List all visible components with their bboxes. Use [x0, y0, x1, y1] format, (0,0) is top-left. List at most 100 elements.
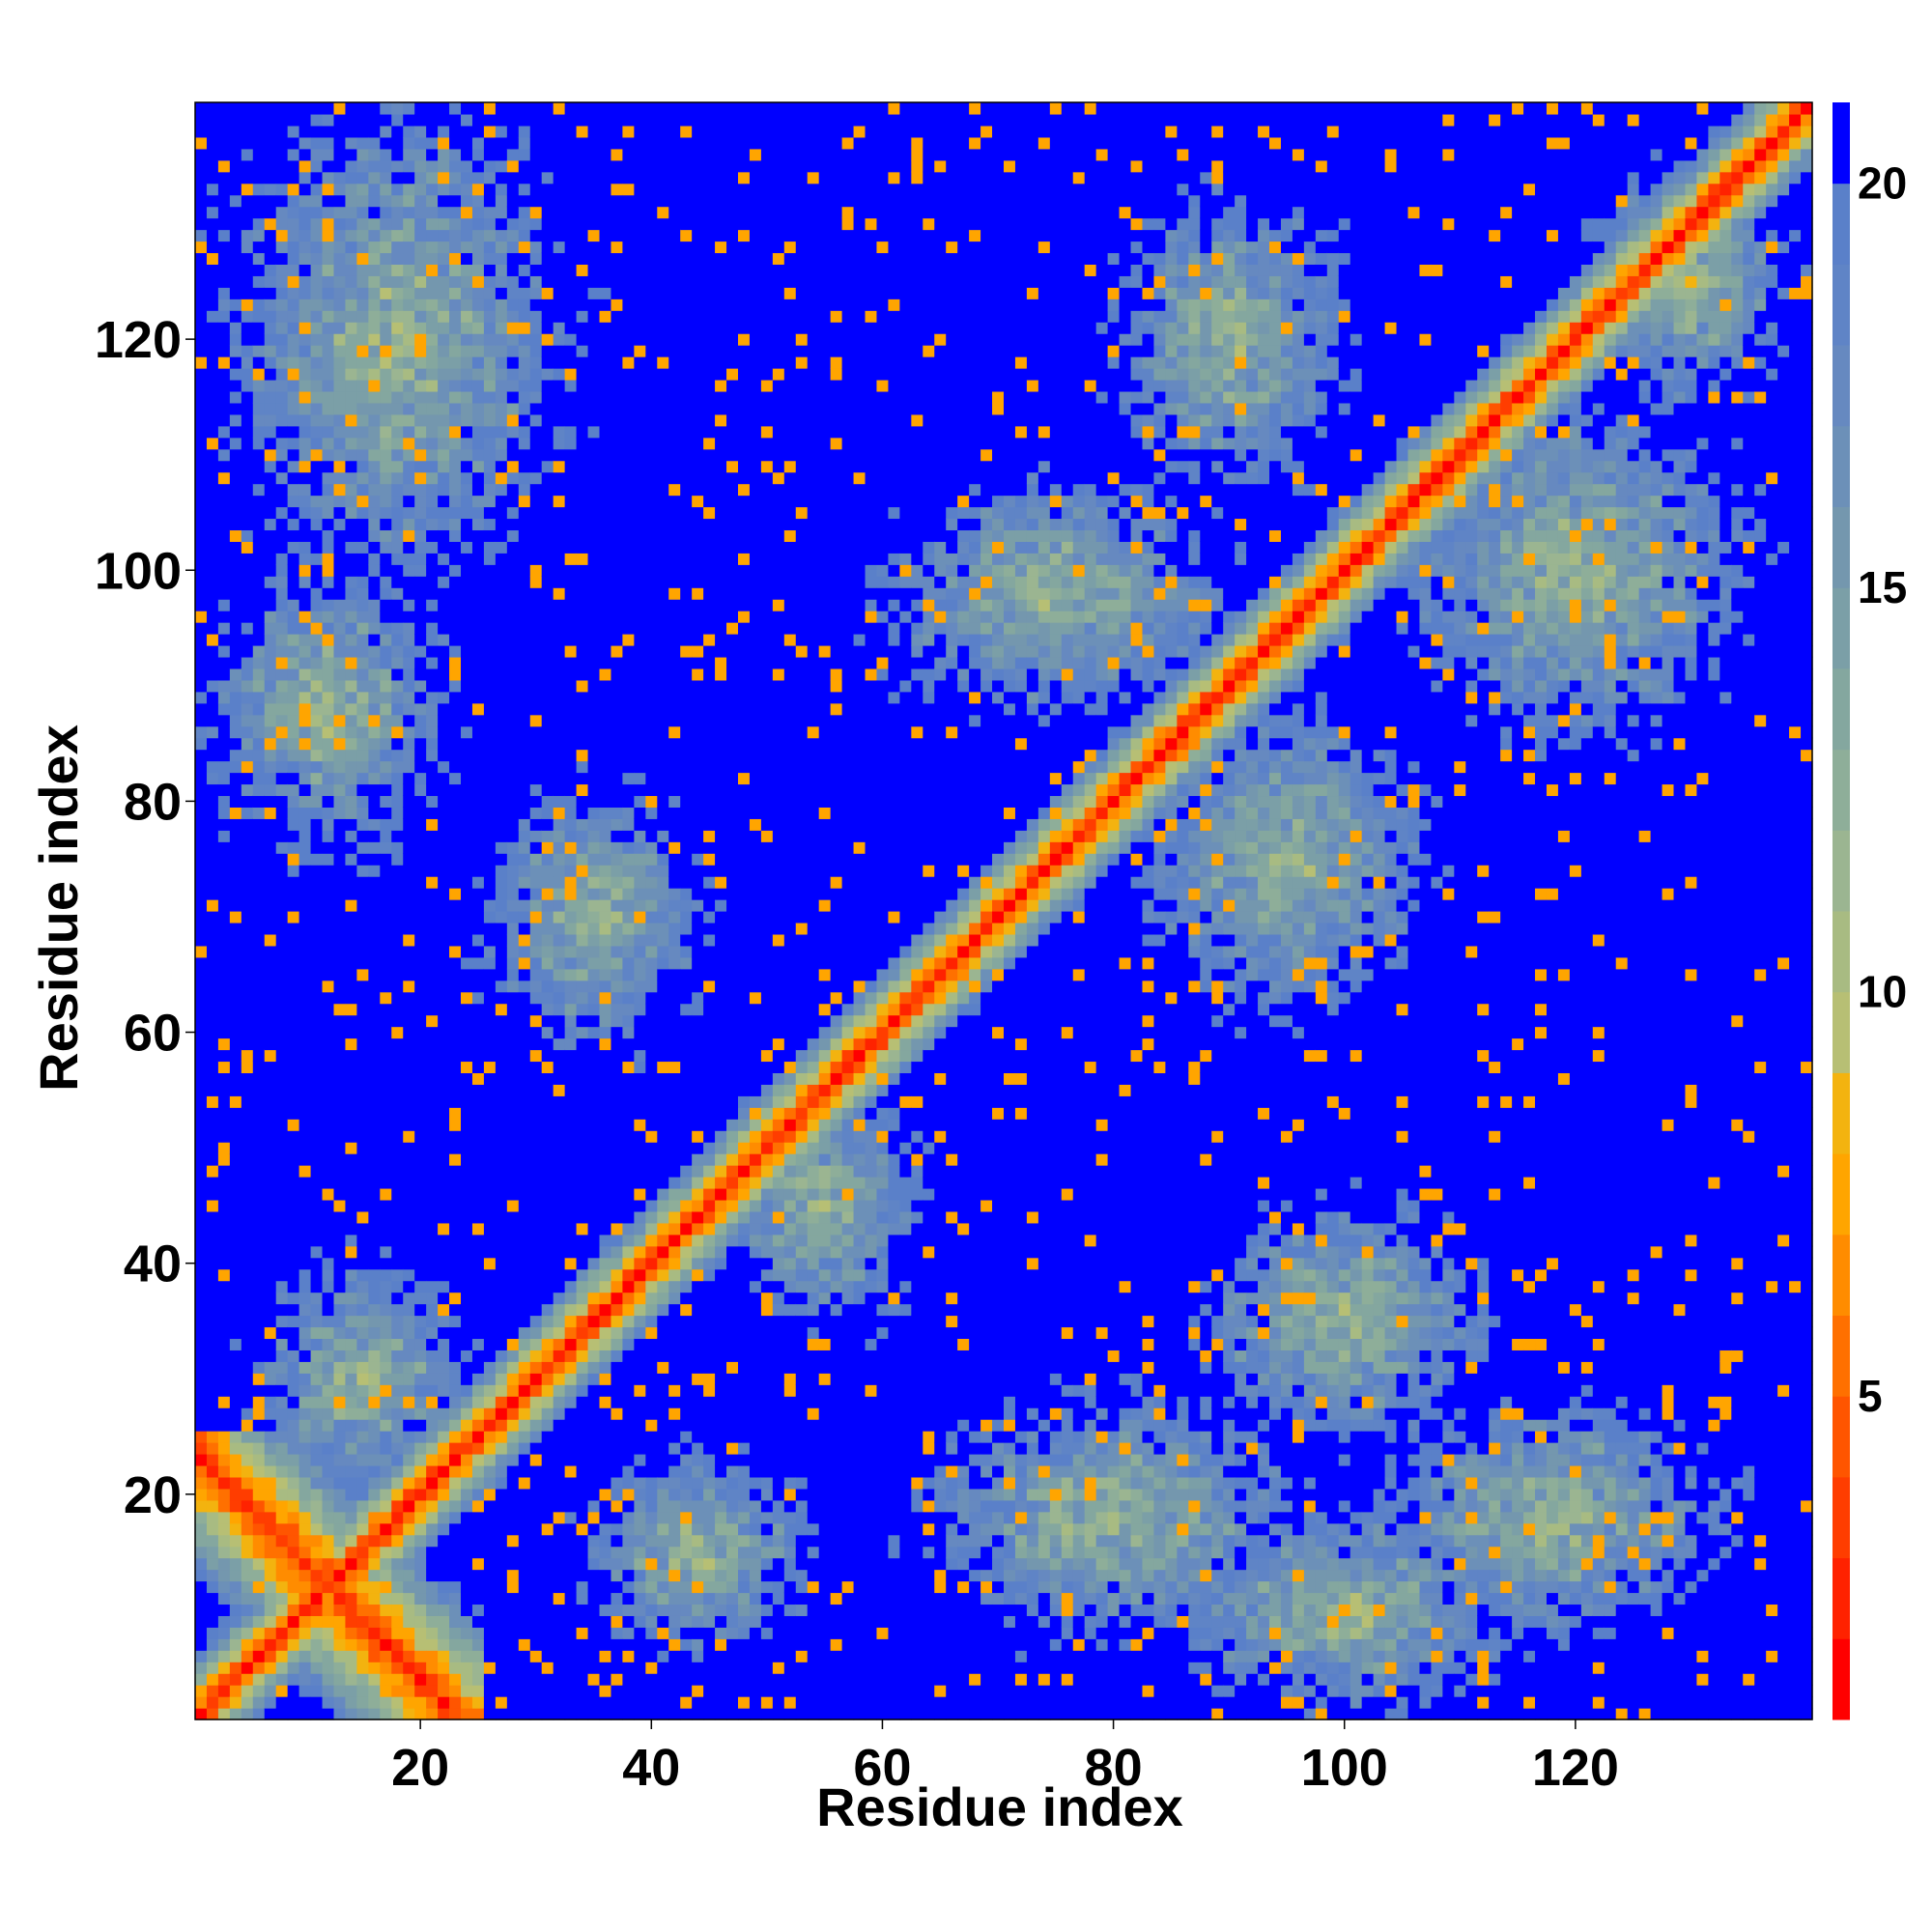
- heatmap-cell: [471, 1014, 485, 1028]
- heatmap-cell: [206, 1049, 219, 1063]
- heatmap-cell: [564, 1026, 578, 1039]
- heatmap-cell: [599, 1199, 612, 1212]
- heatmap-cell: [599, 1280, 612, 1293]
- heatmap-cell: [368, 818, 381, 831]
- heatmap-cell: [380, 945, 392, 958]
- heatmap-cell: [264, 783, 277, 797]
- heatmap-cell: [461, 541, 473, 554]
- heatmap-cell: [368, 1257, 381, 1270]
- heatmap-cell: [287, 1511, 300, 1524]
- heatmap-cell: [414, 483, 427, 497]
- heatmap-cell: [264, 1407, 277, 1420]
- heatmap-cell: [264, 899, 277, 912]
- heatmap-cell: [587, 159, 601, 173]
- heatmap-cell: [345, 1292, 357, 1305]
- heatmap-cell: [576, 911, 589, 923]
- heatmap-cell: [506, 853, 520, 866]
- heatmap-cell: [229, 807, 242, 819]
- heatmap-cell: [483, 1268, 497, 1282]
- heatmap-cell: [310, 691, 324, 704]
- heatmap-cell: [356, 171, 369, 185]
- heatmap-cell: [287, 553, 300, 565]
- heatmap-cell: [217, 1650, 231, 1662]
- heatmap-cell: [449, 448, 462, 462]
- heatmap-cell: [426, 656, 439, 669]
- heatmap-cell: [553, 1222, 566, 1236]
- heatmap-cell: [587, 1350, 601, 1362]
- heatmap-cell: [599, 1557, 612, 1571]
- heatmap-cell: [241, 171, 254, 185]
- heatmap-cell: [206, 402, 219, 415]
- heatmap-cell: [333, 217, 347, 231]
- heatmap-cell: [495, 483, 508, 497]
- heatmap-cell: [217, 865, 231, 877]
- heatmap-cell: [287, 298, 300, 311]
- heatmap-cell: [380, 553, 392, 565]
- heatmap-cell: [275, 1685, 289, 1697]
- heatmap-cell: [345, 183, 357, 196]
- heatmap-cell: [195, 876, 208, 889]
- heatmap-cell: [241, 714, 254, 727]
- heatmap-cell: [518, 933, 531, 947]
- heatmap-cell: [195, 1499, 208, 1513]
- heatmap-cell: [345, 402, 357, 415]
- heatmap-cell: [483, 1534, 497, 1548]
- heatmap-cell: [599, 668, 612, 681]
- heatmap-cell: [529, 1662, 543, 1674]
- heatmap-cell: [356, 483, 369, 497]
- heatmap-cell: [206, 1326, 219, 1340]
- heatmap-cell: [403, 980, 415, 993]
- heatmap-cell: [426, 1464, 439, 1478]
- heatmap-cell: [576, 448, 589, 462]
- heatmap-cell: [241, 264, 254, 276]
- heatmap-cell: [576, 1708, 589, 1720]
- heatmap-cell: [275, 322, 289, 334]
- heatmap-cell: [518, 1003, 531, 1016]
- heatmap-cell: [356, 1119, 369, 1131]
- heatmap-cell: [483, 287, 497, 299]
- heatmap-cell: [483, 691, 497, 704]
- heatmap-cell: [449, 634, 462, 646]
- heatmap-cell: [553, 876, 566, 889]
- heatmap-cell: [541, 888, 554, 900]
- heatmap-cell: [322, 714, 335, 727]
- heatmap-cell: [206, 471, 219, 485]
- heatmap-cell: [576, 553, 589, 565]
- heatmap-cell: [206, 1026, 219, 1039]
- heatmap-cell: [483, 888, 497, 900]
- heatmap-cell: [449, 437, 462, 450]
- heatmap-cell: [391, 1130, 404, 1143]
- heatmap-cell: [252, 1153, 266, 1166]
- heatmap-cell: [368, 1315, 381, 1328]
- heatmap-cell: [380, 656, 392, 669]
- heatmap-cell: [356, 691, 369, 704]
- heatmap-cell: [322, 322, 335, 334]
- heatmap-cell: [529, 194, 543, 208]
- heatmap-cell: [461, 1407, 473, 1420]
- heatmap-cell: [298, 1292, 312, 1305]
- heatmap-cell: [403, 922, 415, 935]
- heatmap-cell: [298, 888, 312, 900]
- heatmap-cell: [391, 865, 404, 877]
- heatmap-cell: [414, 587, 427, 600]
- heatmap-cell: [298, 322, 312, 334]
- heatmap-cell: [587, 241, 601, 254]
- heatmap-cell: [461, 1315, 473, 1328]
- heatmap-cell: [471, 956, 485, 970]
- heatmap-cell: [241, 888, 254, 900]
- heatmap-cell: [553, 1268, 566, 1282]
- heatmap-cell: [368, 1350, 381, 1362]
- heatmap-cell: [587, 229, 601, 242]
- heatmap-cell: [576, 956, 589, 970]
- heatmap-cell: [564, 102, 578, 115]
- heatmap-cell: [553, 1292, 566, 1305]
- heatmap-cell: [495, 1061, 508, 1073]
- heatmap-cell: [529, 1222, 543, 1236]
- heatmap-cell: [449, 1187, 462, 1201]
- heatmap-cell: [241, 506, 254, 520]
- heatmap-cell: [298, 725, 312, 739]
- heatmap-cell: [356, 471, 369, 485]
- heatmap-cell: [391, 390, 404, 404]
- heatmap-cell: [241, 1210, 254, 1224]
- heatmap-cell: [206, 1222, 219, 1236]
